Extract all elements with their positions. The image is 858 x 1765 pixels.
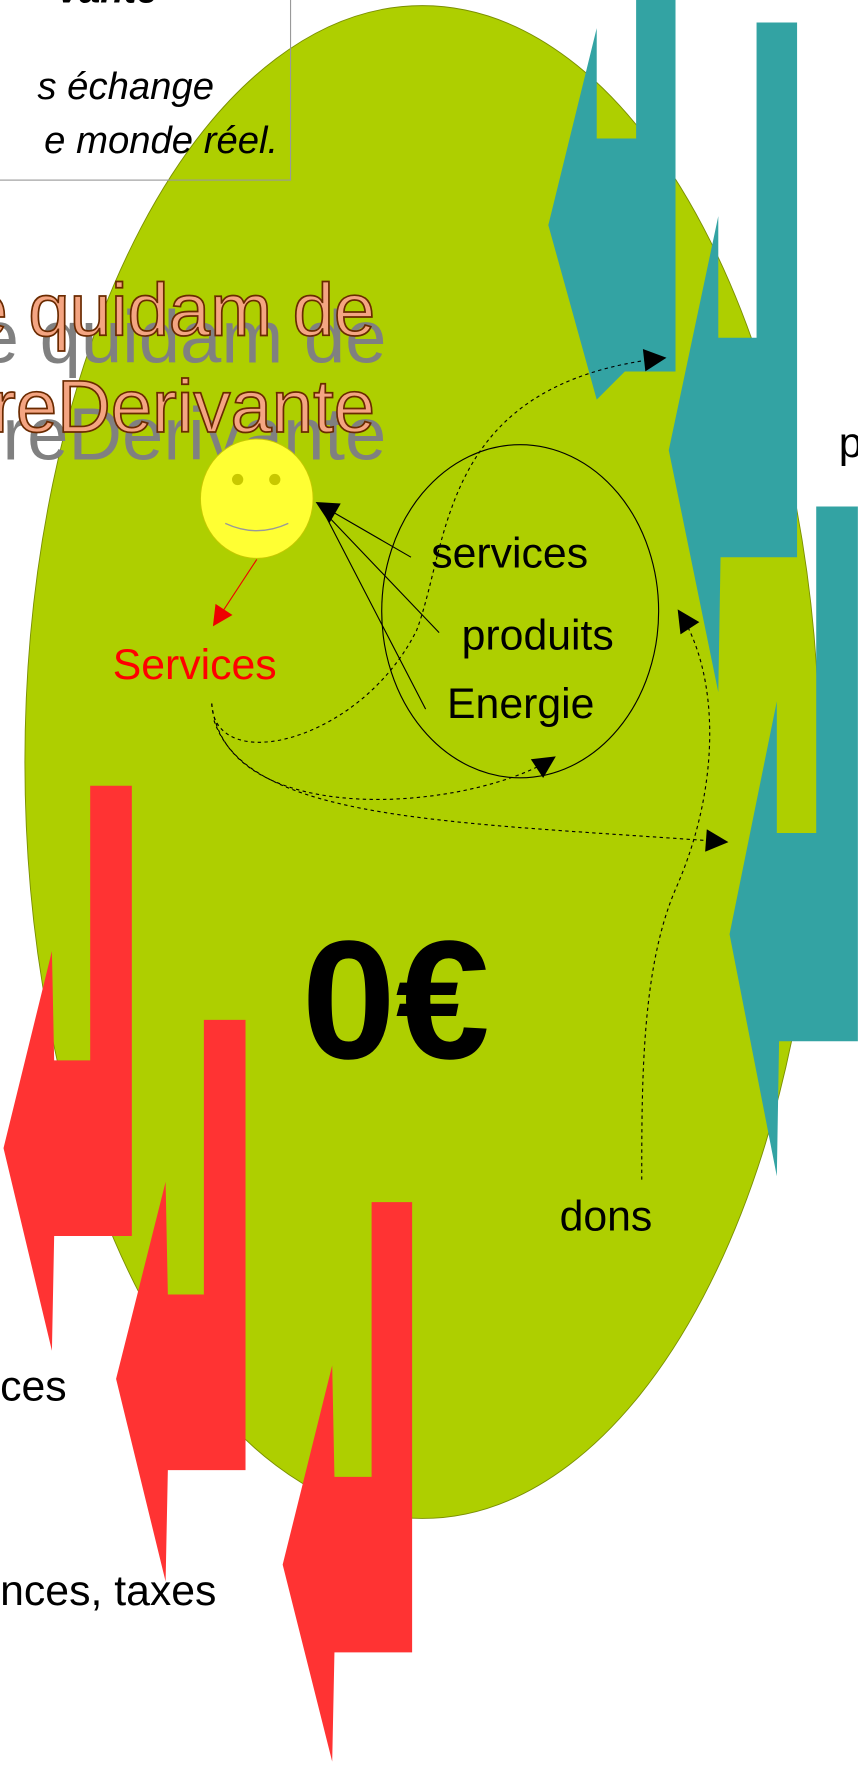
flow-line [320, 508, 440, 633]
cycle-circle [381, 444, 660, 779]
box-title: vante [58, 0, 158, 11]
wordart-text: e quidam de [0, 268, 375, 351]
red-arrow [116, 1019, 246, 1582]
cycle-item: services [431, 529, 588, 577]
dashed-flow [641, 609, 711, 1180]
red-arrow [282, 1202, 413, 1762]
dashed-flow [211, 348, 667, 743]
center-label: 0€ [302, 905, 490, 1094]
teal-arrow [668, 22, 798, 693]
person-output: Services [113, 641, 277, 689]
teal-arrow [548, 0, 676, 400]
dashed-flow [211, 703, 556, 801]
wordart: e quidam de rreDerivante e quidam de rre… [0, 268, 386, 476]
left-label: ces [0, 1362, 67, 1410]
box-line: e monde réel. [44, 119, 278, 162]
dashed-flow [213, 720, 729, 852]
red-arrow [3, 785, 132, 1351]
flow-line [323, 513, 427, 710]
flow-line [315, 502, 412, 558]
text-box [0, 0, 292, 181]
red-flow [212, 559, 258, 627]
cycle-item: Energie [447, 680, 594, 728]
box-line: s échange [37, 65, 214, 108]
smiley [200, 438, 314, 559]
wordart-text: rreDerivante [0, 365, 375, 448]
wordart-shadow: rreDerivante [0, 392, 386, 475]
right-label: p [839, 419, 858, 467]
gift-label: dons [560, 1192, 653, 1240]
left-label: nces, taxes [0, 1567, 216, 1615]
teal-arrow [729, 506, 858, 1177]
wordart-shadow: e quidam de [0, 295, 386, 378]
cycle-item: produits [462, 611, 614, 659]
